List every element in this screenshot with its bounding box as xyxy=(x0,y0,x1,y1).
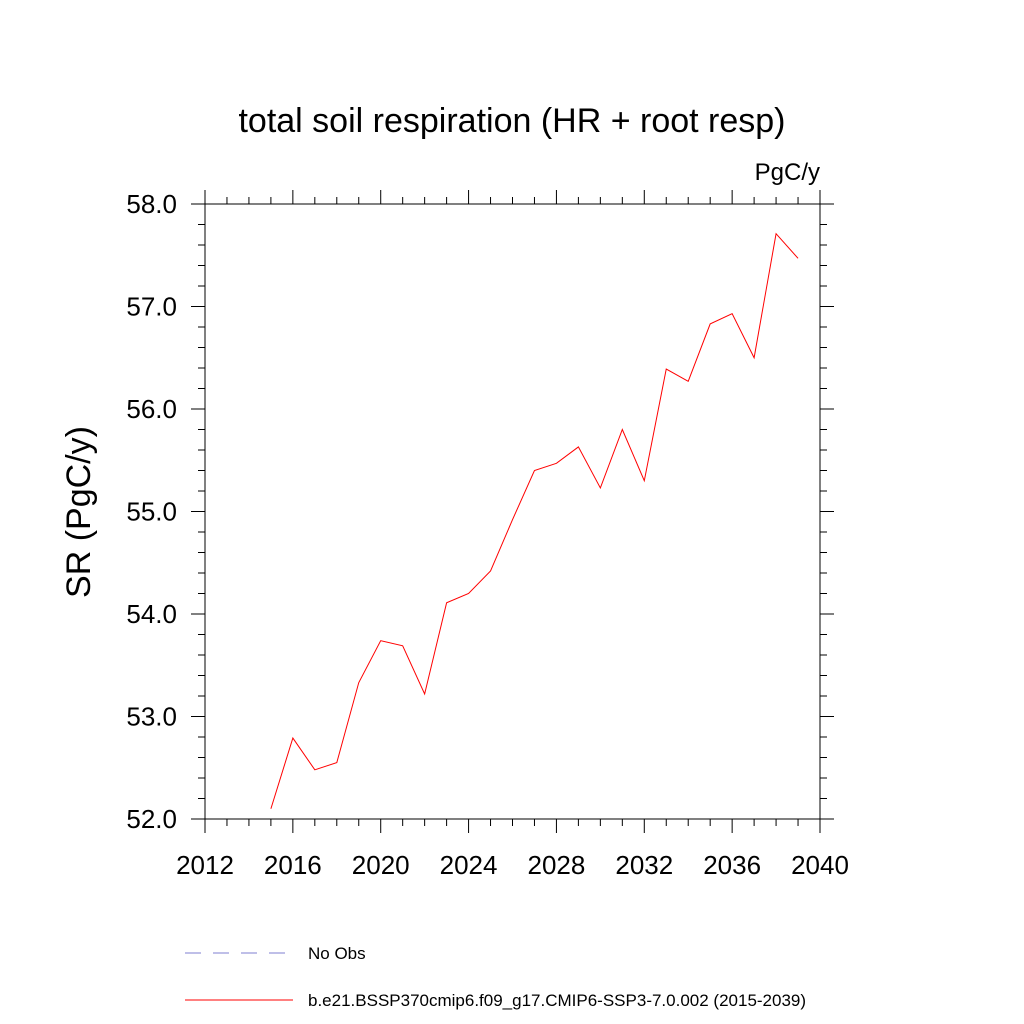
units-label: PgC/y xyxy=(755,159,820,186)
y-tick-label: 53.0 xyxy=(126,702,177,732)
y-tick-label: 52.0 xyxy=(126,804,177,834)
chart-title: total soil respiration (HR + root resp) xyxy=(238,102,785,140)
x-tick-label: 2028 xyxy=(528,850,586,880)
x-tick-label: 2036 xyxy=(703,850,761,880)
y-tick-label: 56.0 xyxy=(126,394,177,424)
series-layer xyxy=(270,232,799,809)
plot-frame xyxy=(204,203,821,820)
legend-run-label: b.e21.BSSP370cmip6.f09_g17.CMIP6-SSP3-7.… xyxy=(308,991,806,1010)
y-tick-label: 54.0 xyxy=(126,599,177,629)
y-tick-label: 55.0 xyxy=(126,497,177,527)
x-tick-label: 2032 xyxy=(615,850,673,880)
series-line-0 xyxy=(270,232,799,809)
x-tick-label: 2020 xyxy=(352,850,410,880)
x-tick-label: 2012 xyxy=(176,850,234,880)
x-tick-label: 2016 xyxy=(264,850,322,880)
legend: No Obs b.e21.BSSP370cmip6.f09_g17.CMIP6-… xyxy=(185,944,806,1010)
axes: 2012 2016 2020 2024 2028 2032 2036 2040 52.0 53.0… xyxy=(126,189,849,880)
y-tick-label: 57.0 xyxy=(126,292,177,322)
y-tick-label: 58.0 xyxy=(126,189,177,219)
x-tick-label: 2040 xyxy=(791,850,849,880)
legend-no-obs-label: No Obs xyxy=(308,944,366,963)
y-axis-label: SR (PgC/y) xyxy=(60,426,98,598)
x-tick-label: 2024 xyxy=(440,850,498,880)
